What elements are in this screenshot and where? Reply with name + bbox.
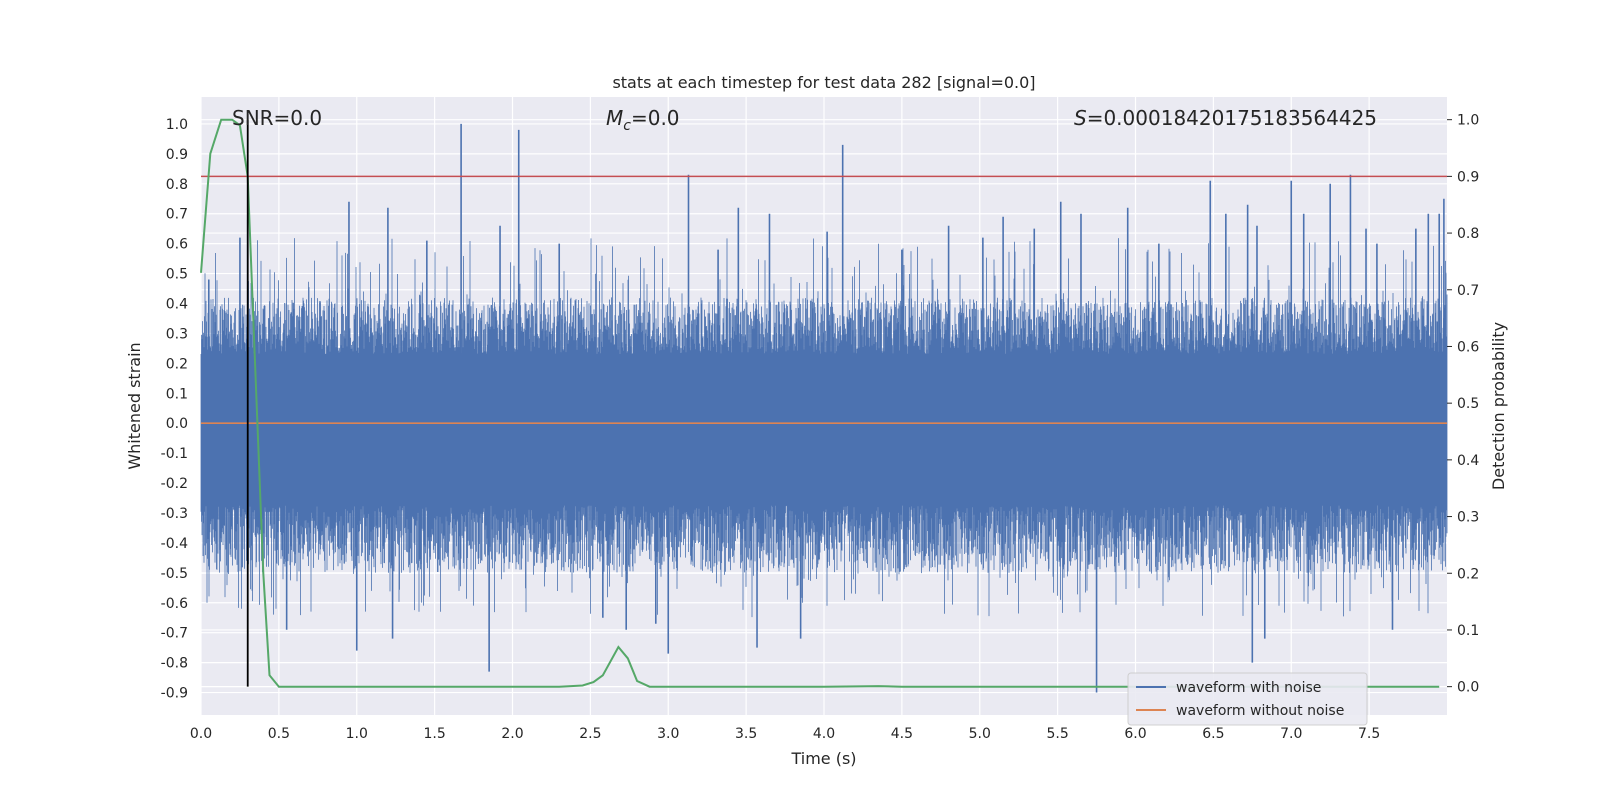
y-left-tick-label: -0.1 [161,446,188,462]
y-left-tick-label: -0.3 [161,506,188,522]
y-right-tick-label: 0.8 [1457,226,1479,242]
y-right-tick-label: 0.0 [1457,680,1479,696]
s-annotation: S=0.00018420175183564425 [1074,106,1377,130]
y-left-tick-label: 0.7 [166,207,188,223]
y-axis-right-ticks: 1.0 0.9 0.8 0.7 0.6 0.5 0.4 0.3 0.2 0.1 0.0 [1447,113,1479,696]
y-right-tick-label: 0.7 [1457,283,1479,299]
x-axis-label: Time (s) [790,749,856,768]
y-left-tick-label: 0.5 [166,267,188,283]
x-tick-label: 5.5 [1046,726,1068,742]
x-tick-label: 3.5 [735,726,757,742]
y-left-tick-label: -0.9 [161,686,188,702]
y-right-tick-label: 0.4 [1457,453,1479,469]
y-left-tick-label: -0.8 [161,656,188,672]
x-tick-label: 1.5 [423,726,445,742]
y-left-tick-label: 0.6 [166,237,188,253]
series-detection-probability [200,118,1440,688]
x-tick-label: 0.0 [190,726,212,742]
legend-box [1127,672,1368,726]
series-waveform-with-noise [200,123,1448,693]
y-left-tick-label: -0.5 [161,566,188,582]
y-left-tick-label: 0.9 [166,147,188,163]
y-left-tick-label: 0.8 [166,177,188,193]
noise-band [200,238,1448,618]
y-axis-left-ticks: 1.0 0.9 0.8 0.7 0.6 0.5 0.4 0.3 0.2 0.1 0.0 -0.1 -0.… [161,117,188,702]
y-left-tick-label: -0.7 [161,626,188,642]
y-left-tick-label: 0.0 [166,416,188,432]
chirp-mass-value: =0.0 [631,106,680,130]
y-right-tick-label: 0.9 [1457,169,1479,185]
x-tick-label: 0.5 [268,726,290,742]
y-left-tick-label: 0.1 [166,386,188,402]
x-tick-label: 4.0 [813,726,835,742]
legend-label-waveform-without-noise: waveform without noise [1176,703,1344,719]
y-right-tick-label: 0.1 [1457,623,1479,639]
x-tick-label: 4.5 [891,726,913,742]
y-left-tick-label: -0.2 [161,476,188,492]
chart-title: stats at each timestep for test data 282… [612,73,1035,92]
chart-marks [200,118,1447,688]
s-value: =0.00018420175183564425 [1087,106,1377,130]
y-left-tick-label: 0.2 [166,356,188,372]
s-symbol: S [1074,106,1087,130]
y-right-tick-label: 0.6 [1457,339,1479,355]
y-left-tick-label: 0.3 [166,326,188,342]
x-tick-label: 3.0 [657,726,679,742]
y-right-tick-label: 1.0 [1457,113,1479,129]
y-right-tick-label: 0.3 [1457,510,1479,526]
x-tick-label: 2.5 [579,726,601,742]
y-left-tick-label: -0.4 [161,536,188,552]
y-right-tick-label: 0.2 [1457,566,1479,582]
chirp-mass-symbol: M [606,106,623,130]
y-axis-right-label: Detection probability [1489,322,1508,490]
y-right-tick-label: 0.5 [1457,396,1479,412]
y-left-tick-label: 0.4 [166,296,188,312]
x-tick-label: 5.0 [969,726,991,742]
y-axis-left-label: Whitened strain [125,342,144,469]
x-tick-label: 1.0 [346,726,368,742]
x-tick-label: 6.5 [1202,726,1224,742]
chirp-mass-subscript: c [623,118,631,134]
snr-annotation: SNR=0.0 [232,106,322,130]
x-axis-ticks: 0.0 0.5 1.0 1.5 2.0 2.5 3.0 3.5 4.0 4.5 5.0 5.5 6.0 6… [190,726,1380,742]
y-left-tick-label: -0.6 [161,596,188,612]
legend-label-waveform-with-noise: waveform with noise [1176,680,1321,696]
x-tick-label: 2.0 [501,726,523,742]
y-left-tick-label: 1.0 [166,117,188,133]
x-tick-label: 7.0 [1280,726,1302,742]
legend: waveform with noise waveform without noi… [1127,672,1368,726]
x-tick-label: 6.0 [1124,726,1146,742]
chirp-mass-annotation: Mc=0.0 [606,106,680,134]
x-tick-label: 7.5 [1358,726,1380,742]
